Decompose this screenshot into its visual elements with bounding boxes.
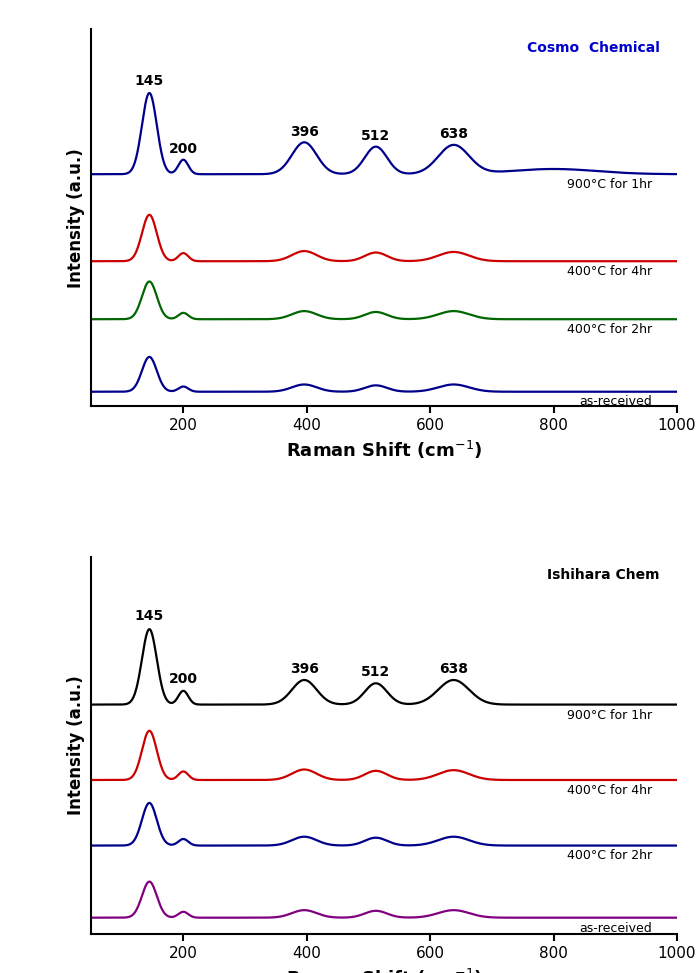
Text: 200: 200 — [169, 672, 198, 686]
Text: 638: 638 — [439, 127, 468, 141]
Text: 145: 145 — [135, 609, 164, 624]
Y-axis label: Intensity (a.u.): Intensity (a.u.) — [67, 675, 85, 815]
Text: as-received: as-received — [579, 921, 653, 935]
Text: 396: 396 — [290, 662, 319, 675]
Text: Cosmo  Chemical: Cosmo Chemical — [526, 41, 660, 54]
Text: 400°C for 2hr: 400°C for 2hr — [567, 849, 653, 862]
Text: 512: 512 — [362, 128, 390, 143]
Text: 200: 200 — [169, 142, 198, 156]
Text: 145: 145 — [135, 74, 164, 88]
Text: 512: 512 — [362, 665, 390, 679]
Text: 638: 638 — [439, 662, 468, 675]
Text: 396: 396 — [290, 125, 319, 138]
Text: 400°C for 4hr: 400°C for 4hr — [567, 265, 653, 277]
X-axis label: Raman Shift (cm$^{-1}$): Raman Shift (cm$^{-1}$) — [285, 966, 482, 973]
Y-axis label: Intensity (a.u.): Intensity (a.u.) — [67, 148, 85, 288]
Text: Ishihara Chem: Ishihara Chem — [547, 568, 660, 583]
Text: as-received: as-received — [579, 395, 653, 409]
Text: 400°C for 4hr: 400°C for 4hr — [567, 784, 653, 797]
Text: 900°C for 1hr: 900°C for 1hr — [567, 178, 653, 191]
Text: 900°C for 1hr: 900°C for 1hr — [567, 708, 653, 722]
X-axis label: Raman Shift (cm$^{-1}$): Raman Shift (cm$^{-1}$) — [285, 439, 482, 460]
Text: 400°C for 2hr: 400°C for 2hr — [567, 323, 653, 336]
